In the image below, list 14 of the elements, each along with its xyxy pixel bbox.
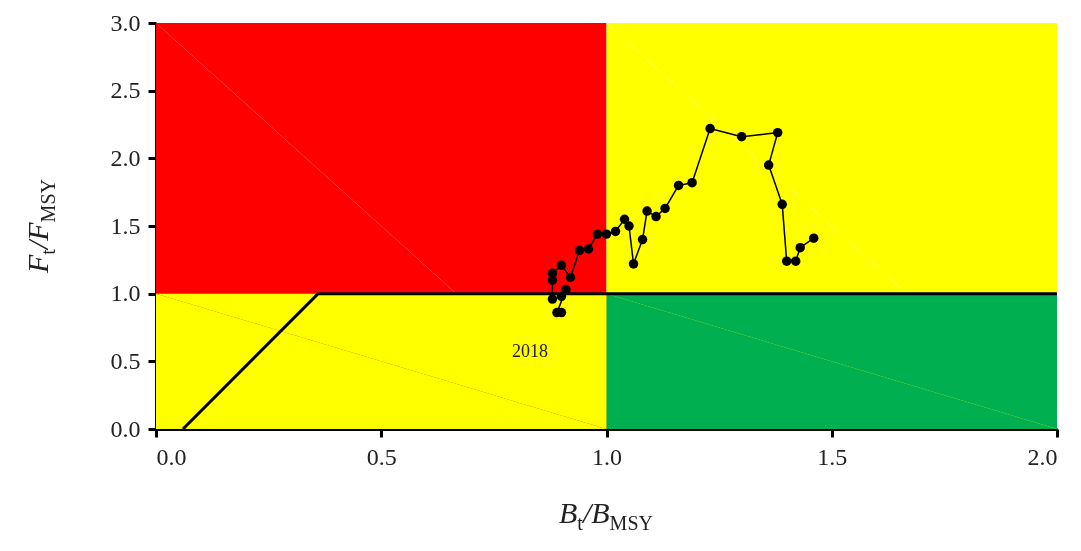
y-tick-label: 3.0 [110, 9, 141, 36]
x-tick-label: 2.0 [1027, 443, 1058, 470]
x-tick-label: 1.0 [592, 443, 622, 470]
x-tick-label: 0.0 [156, 443, 187, 470]
x-tick-label: 0.5 [366, 443, 397, 470]
y-tick-label: 1.5 [110, 212, 141, 239]
y-tick-label: 0.0 [110, 415, 141, 442]
y-tick-label: 2.0 [110, 144, 141, 171]
y-tick-label: 1.0 [110, 280, 141, 307]
annotation: 2018 [511, 340, 548, 361]
y-tick-label: 0.5 [110, 347, 141, 374]
x-axis-title: B$_{t}$/B$_{MSY}$ [559, 495, 653, 535]
y-tick-label: 2.5 [110, 77, 141, 104]
x-tick-label: 1.5 [817, 443, 848, 470]
